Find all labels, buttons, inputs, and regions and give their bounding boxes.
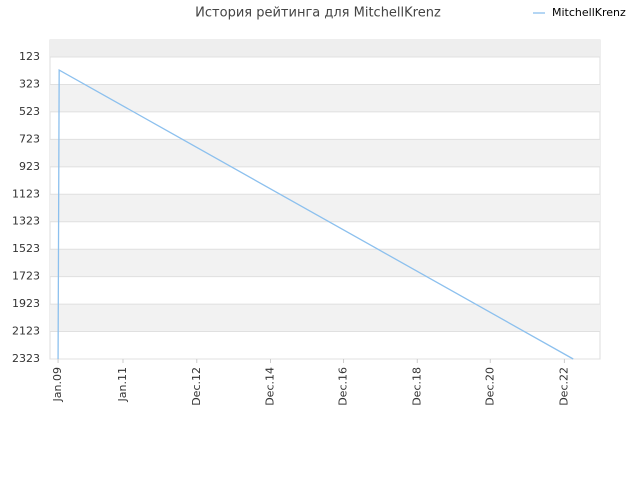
y-tick-label: 2323 xyxy=(12,352,40,365)
x-tick-label: Jan.09 xyxy=(51,367,64,402)
x-tick-label: Dec.12 xyxy=(190,367,203,406)
y-tick-label: 123 xyxy=(19,50,40,63)
y-tick-label: 323 xyxy=(19,77,40,90)
y-tick-label: 2123 xyxy=(12,325,40,338)
y-tick-label: 523 xyxy=(19,105,40,118)
y-tick-label: 1923 xyxy=(12,297,40,310)
band xyxy=(50,194,600,222)
x-tick-label: Dec.22 xyxy=(557,367,570,406)
y-tick-label: 723 xyxy=(19,132,40,145)
band xyxy=(50,249,600,277)
y-tick-label: 1523 xyxy=(12,242,40,255)
band xyxy=(50,139,600,167)
y-tick-label: 1723 xyxy=(12,270,40,283)
x-tick-label: Dec.16 xyxy=(337,367,350,406)
legend-label: MitchellKrenz xyxy=(552,6,626,19)
chart-title: История рейтинга для MitchellKrenz xyxy=(195,6,441,21)
y-tick-label: 1323 xyxy=(12,215,40,228)
x-tick-label: Dec.18 xyxy=(410,367,423,406)
band xyxy=(50,40,600,58)
band xyxy=(50,84,600,112)
y-tick-label: 923 xyxy=(19,160,40,173)
band xyxy=(50,304,600,332)
line xyxy=(57,68,574,360)
y-tick-label: 1123 xyxy=(12,187,40,200)
x-tick-label: Jan.11 xyxy=(116,367,129,402)
x-tick-label: Dec.20 xyxy=(483,367,496,406)
x-tick-label: Dec.14 xyxy=(264,367,277,406)
